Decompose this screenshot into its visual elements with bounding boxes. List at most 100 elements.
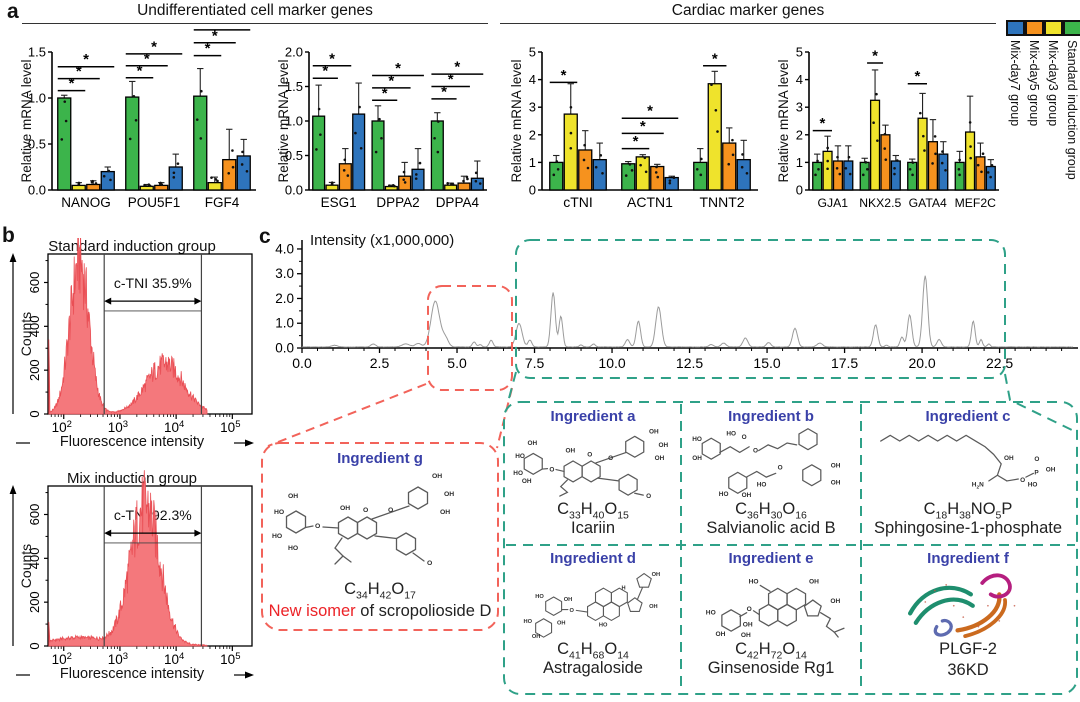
svg-text:3: 3 bbox=[529, 100, 536, 115]
svg-text:cTNI: cTNI bbox=[563, 194, 593, 210]
ingredient-g-name: New isomer of scropolioside D bbox=[268, 602, 492, 620]
bar-chart-undiff-1: Relative mRNA level 0.0 0.5 1.0 1.5 * * * * * * * *… bbox=[6, 26, 260, 226]
svg-text:*: * bbox=[448, 71, 454, 88]
svg-text:HO: HO bbox=[272, 533, 282, 540]
legend-swatch bbox=[1025, 20, 1044, 36]
svg-text:1.5: 1.5 bbox=[285, 79, 303, 94]
svg-text:OH: OH bbox=[692, 455, 702, 462]
svg-text:200: 200 bbox=[27, 359, 42, 381]
plgf-protein-ribbon bbox=[907, 573, 1016, 638]
svg-text:0: 0 bbox=[27, 410, 42, 417]
svg-text:O: O bbox=[427, 560, 432, 567]
svg-text:5: 5 bbox=[529, 45, 536, 60]
svg-text:OH: OH bbox=[432, 473, 442, 480]
svg-text:104: 104 bbox=[164, 419, 184, 435]
svg-text:*: * bbox=[76, 63, 82, 80]
svg-text:P: P bbox=[1034, 469, 1039, 476]
svg-text:*: * bbox=[83, 51, 89, 68]
svg-text:1.0: 1.0 bbox=[285, 114, 303, 129]
svg-text:3.0: 3.0 bbox=[275, 266, 294, 281]
svg-text:20.0: 20.0 bbox=[908, 355, 935, 371]
svg-text:2: 2 bbox=[529, 127, 536, 142]
svg-text:1: 1 bbox=[529, 155, 536, 170]
ingredient-e-label: Ingredient e bbox=[728, 550, 814, 567]
ingredient-d-label: Ingredient d bbox=[550, 550, 636, 567]
svg-text:22.5: 22.5 bbox=[986, 355, 1013, 371]
legend-swatch bbox=[1063, 20, 1080, 36]
ingredient-f-name-2: 36KD bbox=[947, 661, 989, 679]
svg-text:HO: HO bbox=[749, 579, 759, 586]
svg-text:600: 600 bbox=[27, 504, 42, 526]
svg-text:GATA4: GATA4 bbox=[909, 196, 947, 210]
svg-text:O: O bbox=[570, 608, 575, 614]
svg-text:O: O bbox=[778, 465, 783, 472]
new-isomer-text: New isomer bbox=[268, 602, 356, 620]
svg-text:0: 0 bbox=[796, 183, 803, 198]
ingredient-a-name: Icariin bbox=[570, 519, 615, 537]
svg-text:*: * bbox=[561, 67, 567, 84]
intensity-title: Intensity (x1,000,000) bbox=[310, 232, 455, 249]
y-axis-label: Relative mRNA level bbox=[509, 59, 524, 183]
y-axis-label: Relative mRNA level bbox=[19, 59, 34, 183]
svg-text:OH: OH bbox=[528, 440, 538, 447]
svg-text:H: H bbox=[621, 585, 625, 591]
svg-text:ESG1: ESG1 bbox=[321, 195, 357, 210]
svg-text:HO: HO bbox=[535, 594, 544, 600]
svg-text:0.5: 0.5 bbox=[28, 137, 46, 152]
svg-text:OH: OH bbox=[831, 463, 841, 470]
svg-text:O: O bbox=[646, 493, 651, 498]
legend-item-mix-day3-group: Mix-day3 group bbox=[1044, 20, 1063, 225]
svg-text:HO: HO bbox=[1028, 482, 1038, 489]
svg-text:*: * bbox=[712, 50, 718, 67]
svg-text:0.0: 0.0 bbox=[292, 355, 312, 371]
svg-text:*: * bbox=[647, 103, 653, 120]
gate-label: c-TNI 35.9% bbox=[113, 275, 192, 292]
svg-text:HO: HO bbox=[524, 619, 533, 625]
svg-text:*: * bbox=[388, 72, 394, 89]
svg-text:*: * bbox=[219, 26, 225, 31]
svg-text:*: * bbox=[633, 133, 639, 150]
bar-chart-undiff-2: Relative mRNA level 0.0 0.5 1.0 1.5 2.0 * * * * *… bbox=[263, 26, 491, 226]
svg-text:GJA1: GJA1 bbox=[818, 196, 849, 210]
svg-text:HO: HO bbox=[274, 509, 284, 516]
svg-text:600: 600 bbox=[27, 272, 42, 294]
ingredient-e-name: Ginsenoside Rg1 bbox=[707, 659, 835, 677]
svg-text:O: O bbox=[549, 466, 554, 473]
ingredient-c-label: Ingredient c bbox=[925, 408, 1011, 425]
legend-item-standard-induction-group: Standard induction group bbox=[1063, 20, 1080, 225]
svg-text:OH: OH bbox=[340, 505, 350, 512]
title-cardiac: Cardiac marker genes bbox=[500, 2, 996, 24]
title-undifferentiated: Undifferentiated cell marker genes bbox=[22, 2, 488, 24]
svg-text:OH: OH bbox=[809, 579, 819, 586]
svg-text:0.5: 0.5 bbox=[285, 148, 303, 163]
svg-text:5: 5 bbox=[796, 45, 803, 60]
svg-text:4: 4 bbox=[796, 72, 803, 87]
svg-text:400: 400 bbox=[27, 315, 42, 337]
y-axis-label: Relative mRNA level bbox=[776, 59, 791, 183]
legend-swatch bbox=[1006, 20, 1025, 36]
svg-text:*: * bbox=[441, 83, 447, 100]
svg-text:OH: OH bbox=[716, 631, 726, 638]
gate-label: c-TNI 92.3% bbox=[113, 507, 192, 524]
histogram-title: Mix induction group bbox=[66, 470, 198, 487]
svg-text:200: 200 bbox=[27, 591, 42, 613]
salvianolic-acid-structure: HO O O HO O HO OH HO OH OH OH bbox=[692, 428, 841, 498]
bar-chart-cardiac-1: Relative mRNA level 0 1 2 3 4 5 * * * * * cTNI ACTN1… bbox=[496, 26, 762, 226]
svg-text:NKX2.5: NKX2.5 bbox=[859, 196, 901, 210]
ingredient-d-name: Astragaloside bbox=[543, 659, 643, 677]
svg-text:1.5: 1.5 bbox=[28, 45, 46, 60]
ingredient-b-name: Salvianolic acid B bbox=[706, 519, 836, 537]
sphingosine-structure: OH O P O OH HO H2N bbox=[880, 434, 1056, 491]
svg-text:OH: OH bbox=[532, 634, 541, 638]
svg-text:*: * bbox=[640, 118, 646, 135]
svg-text:*: * bbox=[382, 85, 388, 102]
ingredient-e-formula: C42H72O14 bbox=[735, 640, 807, 662]
svg-text:105: 105 bbox=[220, 651, 240, 667]
svg-text:4.0: 4.0 bbox=[275, 241, 294, 256]
svg-text:103: 103 bbox=[108, 419, 128, 435]
svg-text:OH: OH bbox=[649, 428, 659, 435]
svg-text:102: 102 bbox=[52, 651, 72, 667]
svg-text:OH: OH bbox=[649, 604, 658, 610]
svg-text:10.0: 10.0 bbox=[598, 355, 625, 371]
